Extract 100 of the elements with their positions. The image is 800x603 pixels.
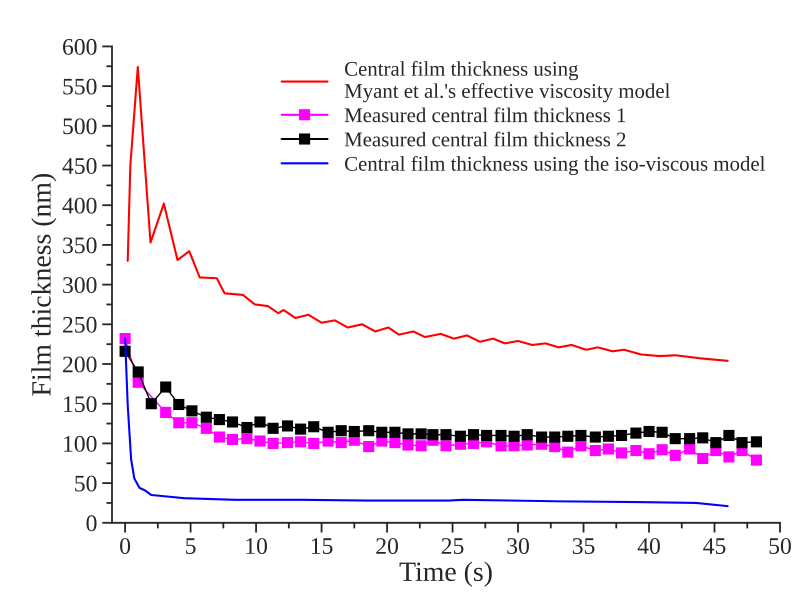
point (268, 422, 279, 434)
point (643, 426, 655, 438)
point (575, 430, 586, 442)
point (214, 432, 225, 443)
point (416, 440, 427, 452)
point (481, 430, 492, 442)
x-tick-label: 25 (442, 538, 464, 554)
point (602, 443, 614, 455)
point (684, 433, 696, 444)
point (336, 437, 347, 448)
y-tick-label: 100 (64, 436, 97, 452)
point (363, 425, 374, 436)
point (402, 428, 414, 440)
point (495, 440, 507, 452)
point (616, 447, 628, 458)
point (363, 441, 374, 452)
point (723, 451, 734, 462)
point (522, 429, 533, 440)
point (590, 432, 601, 443)
x-tick-label: 15 (312, 538, 332, 554)
x-tick-label: 5 (186, 538, 196, 554)
point (254, 416, 266, 428)
point (656, 426, 668, 438)
y-axis-title: Film thickness (nm) (31, 174, 56, 396)
x-tick-label: 45 (703, 538, 726, 554)
x-tick-label: 30 (507, 538, 529, 554)
y-tick-label: 0 (86, 515, 97, 532)
y-tick-label: 50 (75, 476, 97, 492)
point (562, 430, 574, 442)
point (160, 381, 172, 393)
point (308, 421, 320, 432)
point (508, 430, 520, 442)
point (522, 439, 533, 451)
point (630, 428, 642, 439)
point (402, 439, 414, 451)
point (427, 429, 438, 440)
point (226, 434, 238, 445)
point (697, 432, 708, 444)
legend-label: Central film thickness using Myant et al.'s effective viscosity model (344, 61, 670, 102)
x-tick-label: 35 (572, 538, 594, 554)
y-tick-label: 350 (63, 237, 97, 254)
point (214, 414, 225, 426)
x-tick-label: 0 (120, 538, 130, 554)
point (723, 430, 734, 442)
point (416, 428, 427, 440)
y-tick-label: 550 (63, 78, 97, 95)
point (536, 432, 548, 443)
y-tick-label: 450 (62, 158, 97, 174)
point (186, 405, 198, 416)
legend-label: Measured central film thickness 2 (344, 132, 626, 146)
point (656, 444, 668, 456)
point (697, 452, 708, 464)
point (200, 422, 212, 434)
point (173, 398, 184, 410)
legend-label: Central film thickness using the iso-viscous model (345, 156, 765, 176)
point (670, 433, 681, 444)
legend-label: Measured central film thickness 1 (344, 107, 626, 122)
point (710, 437, 722, 448)
point (268, 438, 279, 449)
point (186, 417, 198, 428)
point (173, 417, 184, 428)
point (295, 436, 306, 448)
point (736, 437, 748, 448)
point (254, 435, 266, 447)
point (389, 426, 400, 438)
point (590, 444, 601, 456)
point (282, 420, 294, 432)
point (495, 430, 507, 442)
point (132, 366, 144, 378)
point (750, 436, 762, 448)
point (670, 450, 681, 461)
point (643, 448, 655, 460)
x-axis-title: Time (s) (400, 562, 492, 587)
point (348, 426, 360, 438)
point (440, 429, 452, 440)
point (468, 429, 480, 440)
point (454, 430, 466, 442)
point (146, 398, 157, 410)
y-tick-label: 500 (63, 118, 97, 134)
point (295, 424, 306, 435)
point (282, 437, 294, 448)
point (336, 425, 347, 436)
y-tick-label: 300 (63, 277, 97, 294)
x-tick-label: 50 (770, 538, 791, 554)
point (549, 432, 560, 443)
point (226, 416, 238, 428)
point (750, 454, 762, 466)
y-tick-label: 150 (64, 396, 97, 412)
x-tick-label: 10 (246, 538, 267, 554)
y-tick-label: 200 (63, 356, 97, 372)
point (322, 426, 334, 438)
point (602, 430, 614, 442)
x-tick-label: 20 (376, 538, 398, 554)
point (241, 422, 252, 434)
point (200, 412, 212, 423)
y-tick-label: 250 (63, 316, 97, 333)
y-tick-label: 400 (62, 198, 97, 214)
point (308, 438, 320, 449)
point (160, 406, 172, 418)
point (376, 426, 388, 438)
